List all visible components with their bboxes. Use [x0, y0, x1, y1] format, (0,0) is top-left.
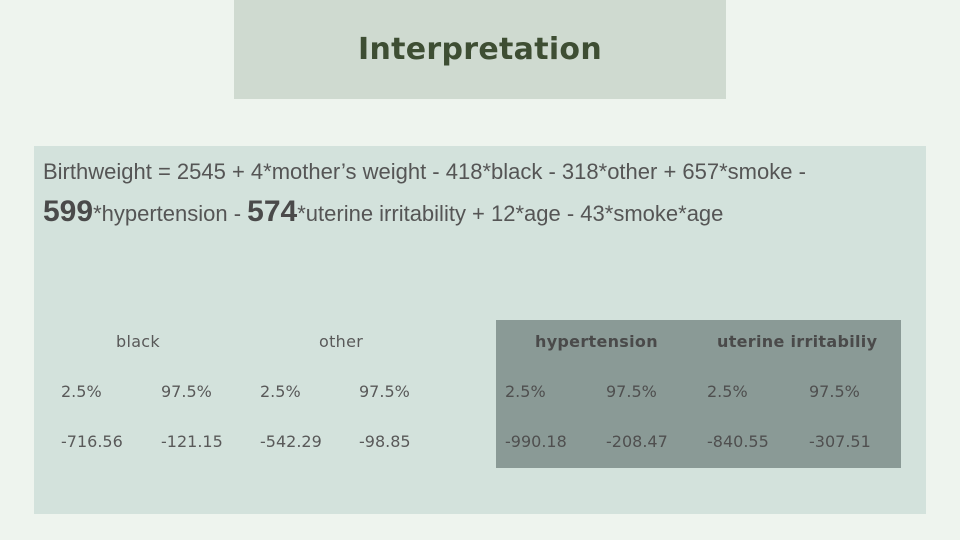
equation-line-1: Birthweight = 2545 + 4*mother’s weight -… [43, 159, 806, 184]
other-upper-label: 97.5% [359, 382, 410, 401]
hypertension-upper-label: 97.5% [606, 382, 657, 401]
equation-rest: *uterine irritability + 12*age - 43*smok… [297, 201, 724, 226]
page-title: Interpretation [358, 32, 602, 67]
hypertension-lower-value: -990.18 [505, 432, 567, 451]
uterine-lower-label: 2.5% [707, 382, 748, 401]
other-upper-value: -98.85 [359, 432, 411, 451]
black-upper-label: 97.5% [161, 382, 212, 401]
header-hypertension: hypertension [535, 332, 658, 351]
coef-uterine: 574 [247, 195, 298, 228]
header-black: black [116, 332, 160, 351]
header-uterine: uterine irritabiliy [717, 332, 878, 351]
ci-table-highlight: hypertension uterine irritabiliy 2.5% 97… [496, 320, 901, 468]
hypertension-lower-label: 2.5% [505, 382, 546, 401]
uterine-lower-value: -840.55 [707, 432, 769, 451]
uterine-upper-label: 97.5% [809, 382, 860, 401]
regression-equation: Birthweight = 2545 + 4*mother’s weight -… [43, 152, 913, 234]
black-lower-value: -716.56 [61, 432, 123, 451]
title-banner: Interpretation [234, 0, 726, 99]
black-lower-label: 2.5% [61, 382, 102, 401]
black-upper-value: -121.15 [161, 432, 223, 451]
coef-hypertension: 599 [43, 195, 94, 228]
header-other: other [319, 332, 364, 351]
uterine-upper-value: -307.51 [809, 432, 871, 451]
hypertension-upper-value: -208.47 [606, 432, 668, 451]
other-lower-label: 2.5% [260, 382, 301, 401]
other-lower-value: -542.29 [260, 432, 322, 451]
equation-hypertension-term: *hypertension - [93, 201, 248, 226]
